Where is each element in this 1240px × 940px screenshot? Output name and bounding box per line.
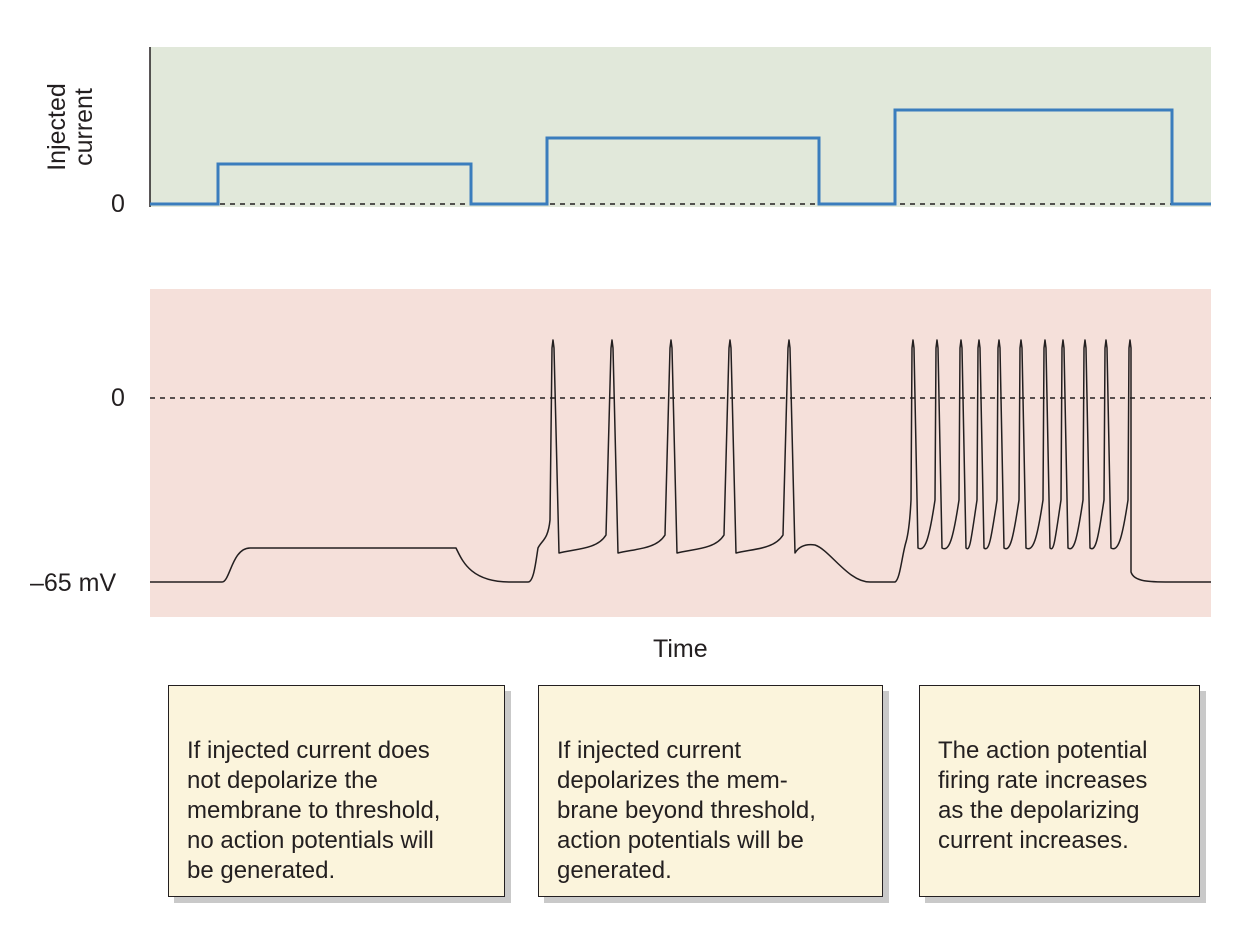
caption-box-firing-rate: The action potential firing rate increas… [919, 685, 1200, 897]
caption-box-subthreshold: If injected current does not depolarize … [168, 685, 505, 897]
voltage-zero-tick-label: 0 [111, 384, 125, 412]
caption-box-threshold: If injected current depolarizes the mem-… [538, 685, 883, 897]
caption-text-firing-rate: The action potential firing rate increas… [938, 737, 1148, 854]
current-panel-background [150, 47, 1211, 207]
voltage-rest-tick-label: –65 mV [30, 569, 117, 597]
membrane-potential-trace [150, 339, 1211, 583]
caption-text-threshold: If injected current depolarizes the mem-… [557, 737, 816, 884]
current-zero-tick-label: 0 [111, 190, 125, 218]
current-axis-label-text: Injected current [43, 83, 98, 171]
current-axis-label: Injected current [43, 52, 104, 202]
injected-current-trace [150, 108, 1211, 206]
voltage-panel-background [150, 289, 1211, 617]
time-axis-label: Time [653, 635, 708, 663]
caption-text-subthreshold: If injected current does not depolarize … [187, 737, 441, 884]
